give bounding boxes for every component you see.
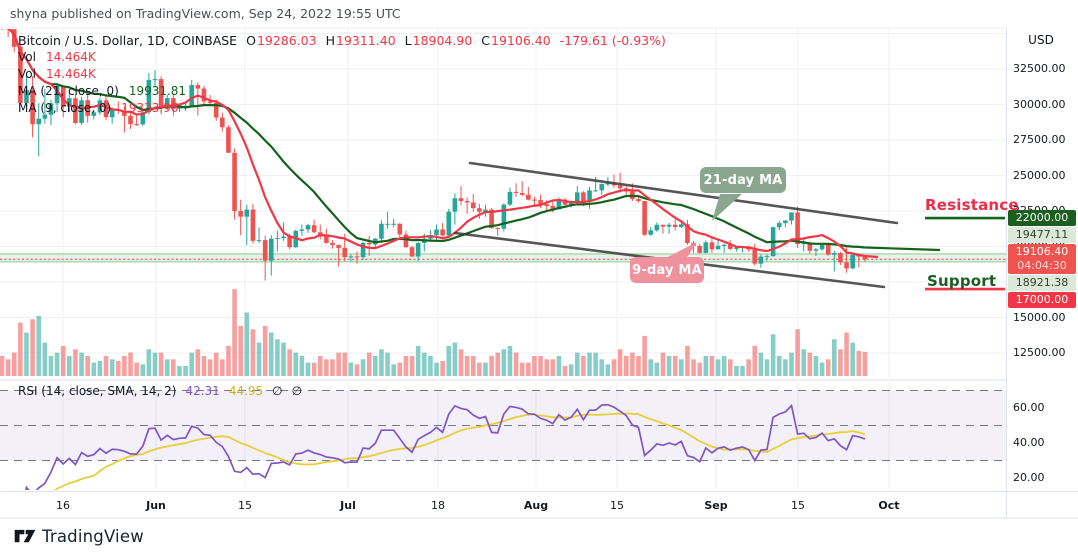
price-tick-label: 12500.00 bbox=[1013, 346, 1066, 359]
rsi-tick-label: 60.00 bbox=[1013, 401, 1045, 414]
ohlc-value: 19106.40 bbox=[491, 33, 551, 48]
badge-price: 19106.40 bbox=[1015, 245, 1069, 259]
rsi-value: 42.31 bbox=[185, 384, 220, 398]
support-label: Support bbox=[927, 272, 997, 290]
time-tick-label: 16 bbox=[56, 499, 70, 512]
ohlc-label: L bbox=[404, 33, 412, 48]
tradingview-logo-icon bbox=[14, 529, 36, 543]
symbol-title: Bitcoin / U.S. Dollar, 1D, COINBASE bbox=[18, 33, 238, 48]
time-tick-label: Sep bbox=[704, 499, 728, 512]
price-axis-unit: USD bbox=[1028, 33, 1054, 47]
indicator-value: 19333.96 bbox=[121, 101, 179, 115]
price-axis-badge: 22000.00 bbox=[1008, 210, 1076, 227]
price-tick-label: 25000.00 bbox=[1013, 168, 1066, 182]
time-tick-label: 18 bbox=[431, 499, 445, 512]
ohlc-value: 18904.90 bbox=[412, 33, 473, 48]
indicator-row: Vol 14.464K bbox=[18, 66, 666, 83]
resistance-label: Resistance bbox=[925, 196, 1019, 214]
indicator-label: Vol bbox=[18, 67, 36, 81]
rsi-label: RSI (14, close, SMA, 14, 2) bbox=[18, 384, 177, 398]
time-tick-label: 15 bbox=[238, 499, 252, 512]
price-axis-badge: 18921.38 bbox=[1008, 275, 1076, 292]
indicator-value: 19931.81 bbox=[128, 84, 187, 98]
time-tick-label: Jul bbox=[340, 499, 356, 512]
indicator-value: 14.464K bbox=[45, 67, 96, 81]
symbol-row: Bitcoin / U.S. Dollar, 1D, COINBASE O1928… bbox=[18, 32, 666, 49]
ma21-callout-badge: 21-day MA bbox=[700, 167, 786, 193]
ohlc-label: H bbox=[325, 33, 335, 48]
badge-countdown: 04:04:30 bbox=[1017, 259, 1067, 273]
indicator-row: MA (21, close, 0) 19931.81 bbox=[18, 83, 666, 100]
indicator-value: 14.464K bbox=[45, 50, 96, 64]
ma9-callout-badge: 9-day MA bbox=[630, 257, 704, 283]
indicator-row: MA (9, close, 0) 19333.96 bbox=[18, 100, 666, 117]
price-tick-label: 30000.00 bbox=[1013, 97, 1066, 111]
time-tick-label: Aug bbox=[523, 499, 549, 512]
rsi-empty-1: ∅ bbox=[272, 384, 283, 398]
time-tick-label: Oct bbox=[878, 499, 900, 512]
indicator-row: Vol 14.464K bbox=[18, 49, 666, 66]
time-tick-label: 15 bbox=[791, 499, 805, 512]
badge-price: 18921.38 bbox=[1015, 276, 1069, 290]
published-attribution: shyna published on TradingView.com, Sep … bbox=[10, 6, 401, 21]
ohlc-label: O bbox=[246, 33, 256, 48]
rsi-empty-2: ∅ bbox=[291, 384, 303, 398]
indicator-label: MA (21, close, 0) bbox=[18, 84, 119, 98]
indicator-label: Vol bbox=[18, 50, 36, 64]
price-axis-badge-current: 19106.40 04:04:30 bbox=[1008, 244, 1076, 275]
rsi-tick-label: 40.00 bbox=[1013, 436, 1045, 449]
change-value: -179.61 (-0.93%) bbox=[559, 33, 666, 48]
time-tick-label: 15 bbox=[610, 499, 624, 512]
indicator-label: MA (9, close, 0) bbox=[18, 101, 112, 115]
badge-price: 17000.00 bbox=[1015, 293, 1069, 307]
badge-price: 19477.11 bbox=[1015, 228, 1069, 242]
rsi-legend: RSI (14, close, SMA, 14, 2) 42.31 44.95 ∅ ∅ bbox=[18, 384, 302, 398]
price-axis-badge: 17000.00 bbox=[1008, 292, 1076, 309]
price-axis-badge: 19477.11 bbox=[1008, 227, 1076, 244]
ohlc-value: 19311.40 bbox=[336, 33, 396, 48]
ohlc-label: C bbox=[481, 33, 491, 48]
legend: Bitcoin / U.S. Dollar, 1D, COINBASE O1928… bbox=[18, 32, 666, 117]
tradingview-logo: TradingView bbox=[14, 526, 144, 546]
price-tick-label: 27500.00 bbox=[1013, 133, 1066, 146]
price-tick-label: 32500.00 bbox=[1013, 62, 1066, 75]
rsi-tick-label: 20.00 bbox=[1013, 471, 1045, 484]
time-tick-label: Jun bbox=[146, 499, 166, 512]
price-tick-label: 15000.00 bbox=[1013, 310, 1066, 324]
tradingview-logo-text: TradingView bbox=[42, 526, 144, 546]
ohlc-value: 19286.03 bbox=[256, 33, 317, 48]
badge-price: 22000.00 bbox=[1015, 211, 1069, 225]
rsi-sma-value: 44.95 bbox=[228, 384, 264, 398]
